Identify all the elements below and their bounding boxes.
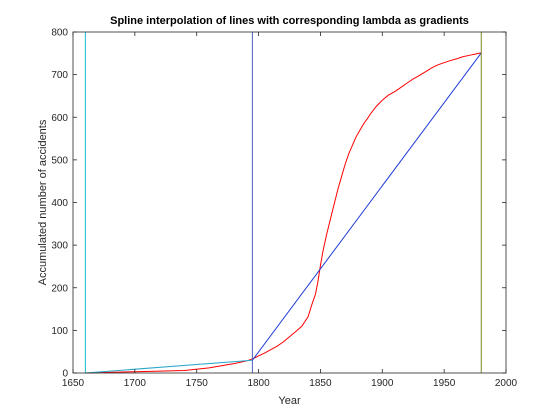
series-line-2	[85, 359, 253, 374]
y-tick-label-100: 100	[51, 326, 68, 337]
x-tick-label-1750: 1750	[186, 378, 209, 389]
y-tick-label-300: 300	[51, 241, 68, 252]
y-tick-label-0: 0	[62, 369, 68, 380]
x-tick-label-1700: 1700	[124, 378, 147, 389]
x-tick-label-1850: 1850	[309, 378, 332, 389]
x-tick-label-2000: 2000	[495, 378, 518, 389]
y-tick-label-500: 500	[51, 155, 68, 166]
y-tick-label-600: 600	[51, 113, 68, 124]
series-line-1	[251, 52, 482, 361]
chart-title: Spline interpolation of lines with corre…	[110, 15, 469, 27]
y-tick-label-700: 700	[51, 70, 68, 81]
y-tick-label-200: 200	[51, 283, 68, 294]
vertical-lines-layer	[84, 32, 482, 373]
x-tick-label-1900: 1900	[371, 378, 394, 389]
y-axis-label: Accumulated number of accidents	[37, 119, 49, 285]
x-tick-label-1800: 1800	[247, 378, 270, 389]
plot-area	[73, 32, 506, 373]
y-tick-label-800: 800	[51, 28, 68, 39]
lines-layer	[85, 52, 482, 374]
series-line-0	[85, 52, 482, 374]
x-axis-label: Year	[278, 395, 301, 407]
x-tick-label-1950: 1950	[433, 378, 456, 389]
y-tick-label-400: 400	[51, 198, 68, 209]
ticks-layer: 1650 1700 1750 1800 1850 1900 1950 2000 0 100 200 3…	[51, 28, 517, 390]
x-tick-label-1650: 1650	[62, 378, 85, 389]
